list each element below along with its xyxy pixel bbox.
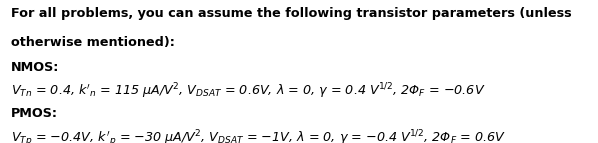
Text: PMOS:: PMOS: — [11, 107, 58, 120]
Text: $V_{Tp}$ = −0.4V, $k'_p$ = −30 μA/V$^2$, $V_{DSAT}$ = −1V, λ = 0, γ = −0.4 V$^{1: $V_{Tp}$ = −0.4V, $k'_p$ = −30 μA/V$^2$,… — [11, 129, 506, 143]
Text: $V_{Tn}$ = 0.4, $k'_n$ = 115 μA/V$^2$, $V_{DSAT}$ = 0.6V, λ = 0, γ = 0.4 V$^{1/2: $V_{Tn}$ = 0.4, $k'_n$ = 115 μA/V$^2$, $… — [11, 82, 485, 101]
Text: NMOS:: NMOS: — [11, 61, 59, 75]
Text: otherwise mentioned):: otherwise mentioned): — [11, 36, 175, 49]
Text: For all problems, you can assume the following transistor parameters (unless: For all problems, you can assume the fol… — [11, 7, 572, 20]
